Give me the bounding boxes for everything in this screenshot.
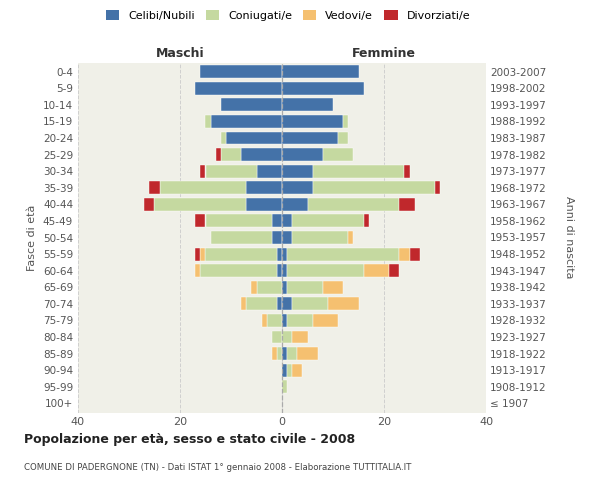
Bar bbox=[267, 314, 282, 327]
Text: Maschi: Maschi bbox=[155, 47, 205, 60]
Bar bbox=[211, 115, 282, 128]
Bar bbox=[277, 248, 282, 260]
Bar bbox=[277, 298, 282, 310]
Bar bbox=[338, 132, 349, 144]
Bar bbox=[313, 314, 338, 327]
Bar bbox=[257, 281, 282, 293]
Bar bbox=[282, 248, 287, 260]
Bar bbox=[200, 65, 282, 78]
Bar bbox=[400, 198, 415, 211]
Bar bbox=[313, 164, 404, 177]
Bar bbox=[308, 198, 400, 211]
Bar bbox=[282, 214, 292, 228]
Bar bbox=[221, 132, 226, 144]
Bar bbox=[282, 65, 359, 78]
Bar bbox=[247, 182, 282, 194]
Bar bbox=[323, 281, 343, 293]
Bar bbox=[205, 248, 277, 260]
Bar bbox=[282, 347, 287, 360]
Bar bbox=[216, 148, 221, 161]
Bar bbox=[221, 148, 241, 161]
Bar bbox=[400, 248, 410, 260]
Bar bbox=[292, 231, 349, 244]
Bar bbox=[282, 132, 338, 144]
Bar bbox=[282, 164, 313, 177]
Bar bbox=[272, 347, 277, 360]
Bar bbox=[241, 298, 247, 310]
Bar bbox=[292, 364, 302, 376]
Bar bbox=[196, 248, 200, 260]
Bar bbox=[277, 264, 282, 277]
Bar bbox=[364, 214, 369, 228]
Bar bbox=[364, 264, 389, 277]
Bar bbox=[200, 248, 206, 260]
Bar bbox=[282, 298, 292, 310]
Bar bbox=[272, 330, 282, 344]
Bar bbox=[410, 248, 420, 260]
Bar bbox=[282, 115, 343, 128]
Text: Popolazione per età, sesso e stato civile - 2008: Popolazione per età, sesso e stato civil… bbox=[24, 432, 355, 446]
Bar bbox=[282, 82, 364, 94]
Bar bbox=[389, 264, 400, 277]
Bar bbox=[282, 198, 308, 211]
Bar bbox=[277, 347, 282, 360]
Bar bbox=[211, 231, 272, 244]
Bar bbox=[343, 115, 349, 128]
Bar bbox=[282, 231, 292, 244]
Bar bbox=[160, 182, 247, 194]
Bar bbox=[272, 231, 282, 244]
Bar bbox=[196, 264, 200, 277]
Bar bbox=[287, 248, 400, 260]
Bar bbox=[221, 98, 282, 112]
Bar bbox=[323, 148, 353, 161]
Bar bbox=[257, 164, 282, 177]
Bar bbox=[145, 198, 155, 211]
Bar bbox=[247, 198, 282, 211]
Bar bbox=[292, 298, 328, 310]
Bar bbox=[287, 264, 364, 277]
Text: COMUNE DI PADERGNONE (TN) - Dati ISTAT 1° gennaio 2008 - Elaborazione TUTTITALIA: COMUNE DI PADERGNONE (TN) - Dati ISTAT 1… bbox=[24, 462, 412, 471]
Bar bbox=[206, 214, 272, 228]
Bar bbox=[196, 214, 206, 228]
Bar bbox=[287, 347, 298, 360]
Bar bbox=[282, 148, 323, 161]
Legend: Celibi/Nubili, Coniugati/e, Vedovi/e, Divorziati/e: Celibi/Nubili, Coniugati/e, Vedovi/e, Di… bbox=[104, 8, 472, 24]
Bar bbox=[282, 314, 287, 327]
Bar bbox=[404, 164, 410, 177]
Bar bbox=[251, 281, 257, 293]
Bar bbox=[292, 214, 364, 228]
Bar bbox=[262, 314, 267, 327]
Bar bbox=[272, 214, 282, 228]
Bar bbox=[282, 281, 287, 293]
Bar bbox=[206, 115, 211, 128]
Bar bbox=[206, 164, 257, 177]
Bar bbox=[298, 347, 318, 360]
Bar bbox=[349, 231, 353, 244]
Bar bbox=[282, 264, 287, 277]
Bar bbox=[282, 380, 287, 394]
Bar bbox=[282, 182, 313, 194]
Bar bbox=[287, 281, 323, 293]
Bar bbox=[282, 98, 333, 112]
Bar bbox=[149, 182, 160, 194]
Bar bbox=[435, 182, 440, 194]
Bar bbox=[226, 132, 282, 144]
Bar bbox=[287, 314, 313, 327]
Bar bbox=[282, 330, 292, 344]
Bar bbox=[328, 298, 359, 310]
Y-axis label: Fasce di età: Fasce di età bbox=[28, 204, 37, 270]
Bar bbox=[287, 364, 292, 376]
Y-axis label: Anni di nascita: Anni di nascita bbox=[563, 196, 574, 278]
Bar bbox=[200, 164, 206, 177]
Bar bbox=[247, 298, 277, 310]
Bar bbox=[313, 182, 435, 194]
Bar bbox=[155, 198, 247, 211]
Bar bbox=[282, 364, 287, 376]
Bar bbox=[292, 330, 308, 344]
Text: Femmine: Femmine bbox=[352, 47, 416, 60]
Bar bbox=[196, 82, 282, 94]
Bar bbox=[200, 264, 277, 277]
Bar bbox=[241, 148, 282, 161]
